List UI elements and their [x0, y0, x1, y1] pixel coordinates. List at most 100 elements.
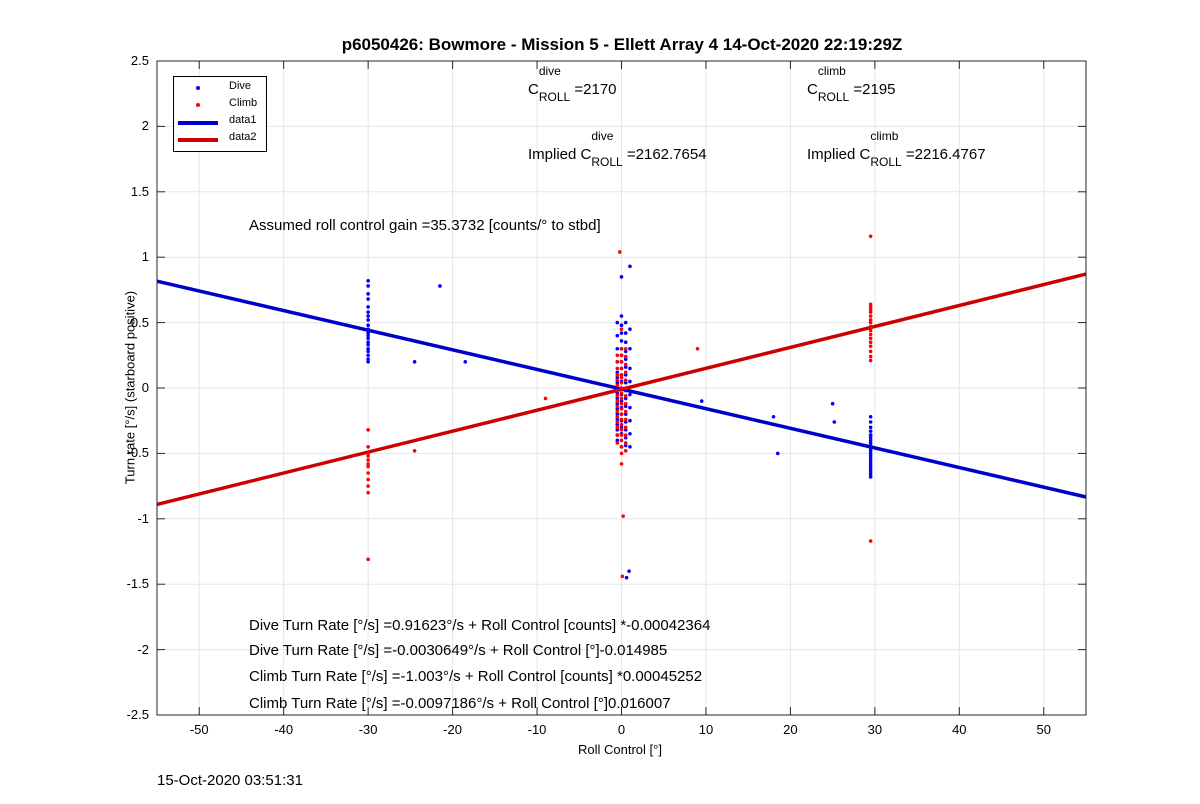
point-dive — [438, 284, 442, 288]
legend-dive-marker — [196, 86, 200, 90]
point-dive — [624, 575, 629, 580]
point-dive — [623, 443, 628, 448]
point-dive — [366, 346, 370, 351]
point-climb — [618, 250, 622, 254]
point-climb — [615, 441, 620, 445]
point-dive — [615, 320, 620, 325]
point-dive — [615, 333, 620, 338]
point-dive — [868, 448, 873, 453]
point-dive — [615, 422, 620, 427]
point-climb — [868, 307, 873, 312]
point-dive — [615, 396, 620, 401]
point-dive — [868, 446, 873, 450]
point-climb — [695, 346, 700, 351]
climb-counts-equation: Climb Turn Rate [°/s] =-1.003°/s + Roll … — [249, 668, 703, 685]
point-dive — [366, 278, 370, 283]
point-dive — [628, 405, 632, 410]
point-climb — [623, 448, 628, 453]
point-climb — [619, 438, 624, 443]
point-dive — [619, 399, 624, 403]
legend-climb-marker — [196, 103, 200, 107]
point-dive — [619, 323, 624, 328]
point-climb — [619, 373, 624, 377]
x-tick-label: 40 — [952, 722, 967, 737]
point-dive — [628, 418, 632, 423]
y-axis-label: Turn rate [°/s] (starboard positive) — [122, 290, 138, 485]
point-climb — [366, 490, 370, 495]
point-climb — [366, 451, 370, 456]
point-dive — [699, 399, 704, 403]
point-dive — [623, 435, 628, 440]
x-tick-label: 20 — [783, 722, 798, 737]
point-dive — [868, 472, 873, 477]
point-dive — [366, 305, 370, 309]
point-dive — [366, 340, 370, 345]
point-climb — [619, 366, 624, 371]
point-climb — [619, 375, 624, 380]
point-dive — [366, 360, 370, 364]
y-tick-label: 2.5 — [130, 53, 149, 68]
point-dive — [628, 379, 632, 384]
point-climb — [615, 353, 620, 358]
point-dive — [623, 380, 628, 385]
point-climb — [868, 332, 873, 337]
point-climb — [615, 399, 620, 403]
gain-annotation: Assumed roll control gain =35.3732 [coun… — [249, 217, 601, 234]
point-dive — [868, 425, 873, 430]
point-dive — [615, 380, 620, 385]
climb-degrees-equation: Climb Turn Rate [°/s] =-0.0097186°/s + R… — [249, 695, 671, 712]
chart-title: p6050426: Bowmore - Mission 5 - Ellett A… — [341, 35, 903, 54]
point-dive — [628, 346, 632, 351]
point-dive — [623, 388, 628, 393]
point-climb — [868, 234, 873, 239]
point-climb — [615, 394, 620, 398]
point-dive — [615, 391, 620, 396]
point-dive — [619, 275, 624, 279]
point-dive — [868, 456, 873, 461]
point-dive — [366, 297, 370, 301]
point-dive — [615, 438, 620, 443]
point-climb — [619, 445, 624, 449]
y-tick-label: 1.5 — [130, 183, 149, 199]
x-tick-label: -50 — [189, 722, 209, 737]
point-climb — [366, 458, 370, 462]
point-climb — [868, 302, 873, 307]
point-climb — [868, 539, 873, 543]
point-climb — [619, 396, 624, 401]
point-climb — [619, 412, 624, 416]
point-dive — [868, 435, 873, 440]
point-climb — [619, 386, 624, 390]
point-dive — [623, 428, 628, 432]
point-dive — [623, 349, 628, 354]
x-tick-label: 50 — [1036, 722, 1051, 737]
point-climb — [615, 383, 620, 388]
point-dive — [623, 357, 628, 362]
point-climb — [868, 340, 873, 345]
point-climb — [619, 433, 624, 437]
point-dive — [628, 392, 632, 397]
point-dive — [623, 340, 628, 345]
point-climb — [619, 401, 624, 406]
point-climb — [623, 425, 628, 430]
point-dive — [615, 417, 620, 422]
legend-data1-line — [178, 121, 218, 125]
point-climb — [619, 451, 624, 456]
point-climb — [619, 422, 624, 427]
point-climb — [623, 409, 628, 414]
legend-data2-label: data2 — [229, 131, 257, 143]
point-dive — [366, 331, 370, 335]
point-climb — [615, 378, 620, 382]
point-climb — [366, 428, 370, 432]
point-climb — [623, 417, 628, 422]
point-climb — [868, 320, 873, 325]
point-climb — [615, 366, 620, 371]
point-dive — [623, 412, 628, 416]
point-climb — [619, 462, 624, 466]
point-dive — [619, 314, 624, 318]
point-dive — [366, 333, 370, 338]
point-climb — [615, 404, 620, 409]
y-tick-label: -0.5 — [126, 445, 149, 461]
